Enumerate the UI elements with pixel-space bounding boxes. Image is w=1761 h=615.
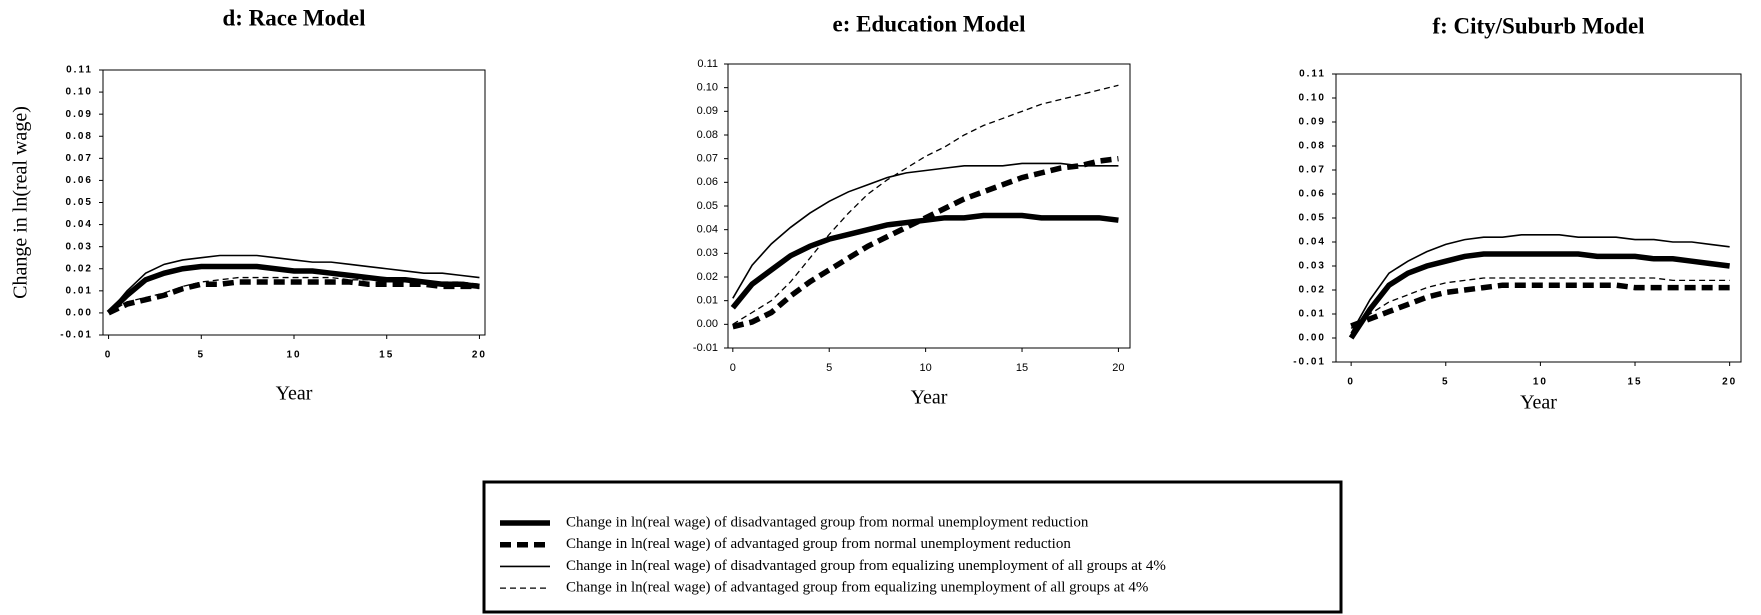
y-tick-label: 0.09 [697, 105, 718, 117]
y-tick-label: 0.11 [697, 58, 718, 70]
x-tick-label: 5 [198, 350, 206, 361]
x-tick-label: 10 [286, 350, 301, 361]
y-tick-label: 0.06 [66, 175, 93, 186]
x-tick-label: 5 [826, 362, 832, 374]
data-line [1350, 277, 1730, 329]
chart-title: e: Education Model [833, 11, 1026, 36]
y-tick-label: 0.03 [697, 247, 718, 259]
y-tick-label: 0.00 [1299, 333, 1326, 344]
y-tick-label: 0.06 [1299, 189, 1326, 200]
y-tick-label: 0.01 [697, 295, 718, 307]
y-tick-label: 0.05 [66, 197, 93, 208]
legend-label: Change in ln(real wage) of advantaged gr… [566, 536, 1071, 552]
x-axis-label: Year [1520, 392, 1557, 414]
y-tick-label: 0.07 [66, 153, 93, 164]
data-line [1348, 251, 1730, 340]
data-line [730, 212, 1119, 310]
data-line [732, 162, 1119, 299]
data-line [107, 279, 480, 316]
data-line [1350, 234, 1730, 334]
y-tick-label: 0.11 [66, 65, 93, 76]
x-tick-label: 20 [472, 350, 487, 361]
x-axis-label: Year [911, 387, 948, 409]
chart-title: d: Race Model [222, 5, 365, 30]
x-tick-label: 0 [105, 350, 113, 361]
legend-label: Change in ln(real wage) of advantaged gr… [566, 580, 1148, 596]
y-tick-label: 0.10 [66, 87, 93, 98]
plot-frame [1335, 73, 1742, 363]
y-tick-label: 0.10 [697, 82, 718, 94]
y-tick-label: -0.01 [1293, 357, 1326, 368]
data-line [732, 155, 1119, 330]
y-tick-label: 0.01 [66, 285, 93, 296]
y-tick-label: -0.01 [60, 330, 93, 341]
x-tick-label: 20 [1112, 362, 1124, 374]
y-tick-label: 0.03 [66, 241, 93, 252]
y-tick-label: 0.02 [697, 271, 718, 283]
y-tick-label: 0.11 [1299, 69, 1326, 80]
chart-title: f: City/Suburb Model [1432, 13, 1644, 38]
y-tick-label: 0.09 [66, 109, 93, 120]
y-tick-label: 0.02 [1299, 285, 1326, 296]
y-tick-label: 0.04 [697, 224, 718, 236]
x-tick-label: 5 [1442, 377, 1450, 388]
y-tick-label: 0.08 [66, 131, 93, 142]
data-line [107, 254, 480, 314]
y-tick-label: 0.05 [697, 200, 718, 212]
data-line [108, 276, 480, 314]
legend-box [482, 480, 1343, 614]
x-tick-label: 10 [1533, 377, 1548, 388]
y-tick-label: 0.03 [1299, 261, 1326, 272]
y-tick-label: 0.08 [1299, 141, 1326, 152]
x-tick-label: 15 [1627, 377, 1642, 388]
y-tick-label: 0.07 [1299, 165, 1326, 176]
y-tick-label: 0.10 [1299, 93, 1326, 104]
y-tick-label: 0.01 [1299, 309, 1326, 320]
x-tick-label: 20 [1722, 377, 1737, 388]
legend-label: Change in ln(real wage) of disadvantaged… [566, 514, 1089, 530]
y-tick-label: 0.05 [1299, 213, 1326, 224]
y-axis-label: Change in ln(real wage) [10, 106, 32, 299]
legend-label: Change in ln(real wage) of disadvantaged… [566, 558, 1166, 574]
y-tick-label: 0.08 [697, 129, 718, 141]
x-tick-label: 0 [1347, 377, 1355, 388]
data-line [1350, 282, 1730, 329]
y-tick-label: 0.00 [66, 308, 93, 319]
x-tick-label: 10 [920, 362, 932, 374]
y-tick-label: 0.07 [697, 153, 718, 165]
y-tick-label: 0.09 [1299, 117, 1326, 128]
x-tick-label: 15 [1016, 362, 1028, 374]
data-line [732, 84, 1119, 325]
x-axis-label: Year [276, 383, 313, 405]
y-tick-label: 0.02 [66, 263, 93, 274]
plot-frame [727, 63, 1131, 349]
y-tick-label: -0.01 [693, 342, 718, 354]
y-tick-label: 0.00 [697, 318, 718, 330]
y-tick-label: 0.06 [697, 176, 718, 188]
y-tick-label: 0.04 [1299, 237, 1326, 248]
y-tick-label: 0.04 [66, 219, 93, 230]
x-tick-label: 0 [730, 362, 736, 374]
x-tick-label: 15 [379, 350, 394, 361]
